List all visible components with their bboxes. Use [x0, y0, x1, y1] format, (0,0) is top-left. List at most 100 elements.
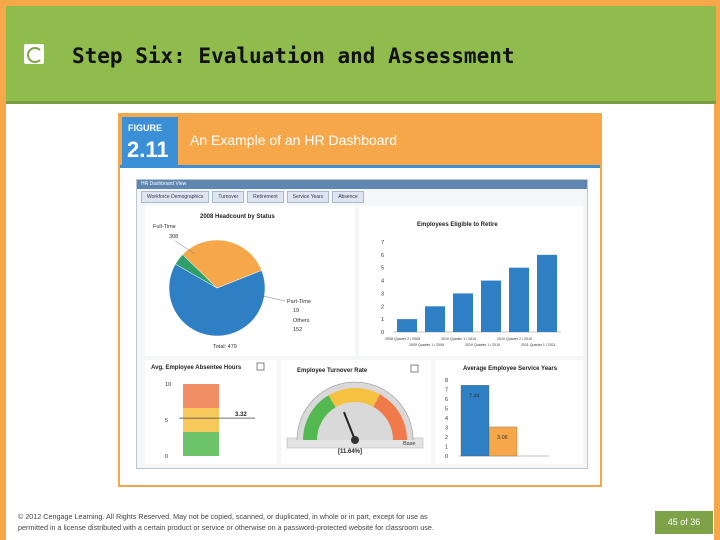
retire-xlabel-top-1: 2010 Quarter 1 / 2010 — [441, 337, 476, 341]
page-total: 36 — [690, 517, 701, 527]
frame-top — [0, 0, 720, 8]
gauge-segment-2 — [373, 394, 407, 440]
service-years-bars: 0 1 2 3 4 5 6 7 8 7.44 3.06 — [445, 378, 549, 460]
slide-title: Step Six: Evaluation and Assessment — [72, 44, 515, 68]
service-ytick-2: 2 — [445, 435, 448, 441]
pie-leader-part-time — [262, 295, 286, 302]
page-of: of — [680, 517, 688, 527]
turnover-title: Employee Turnover Rate — [297, 368, 368, 374]
pie-total: Total: 479 — [213, 344, 237, 350]
retire-bar-1 — [425, 306, 445, 332]
retire-xlabel-bottom-1: 2010 Quarter 1 / 2010 — [465, 343, 500, 347]
service-value-0: 7.44 — [469, 393, 480, 399]
service-ytick-8: 8 — [445, 378, 448, 384]
service-bar-0 — [460, 385, 490, 457]
retire-ytick-0: 0 — [381, 330, 384, 336]
title-bullet-icon — [24, 44, 44, 64]
pie-leader-full-time — [174, 240, 196, 255]
page-number: 45 — [667, 517, 678, 527]
retire-bars: 0 1 2 3 4 5 6 7 2008 Quarter 2 / 2008 2010 Quarte… — [381, 240, 561, 347]
service-years-panel: Average Employee Service Years 0 1 2 3 4 5 6 7 8… — [435, 360, 583, 464]
frame-left — [0, 0, 6, 540]
retire-bar-4 — [509, 267, 529, 332]
figure: FIGURE 2.11 An Example of an HR Dashboar… — [118, 113, 602, 487]
pie-value-others: 152 — [293, 327, 302, 333]
hr-dashboard: HR Dashboard View Workforce Demographics… — [136, 179, 588, 469]
gauge-needle — [343, 411, 356, 441]
absentee-ytick-0: 0 — [165, 454, 168, 460]
retire-title: Employees Eligible to Retire — [417, 222, 498, 228]
retire-ytick-5: 5 — [381, 266, 384, 272]
tab-retirement[interactable]: Retirement — [247, 191, 284, 203]
gauge-segment-0 — [303, 395, 336, 440]
pie-label-part-time: Part-Time — [287, 299, 311, 305]
tab-service-years[interactable]: Service Years — [286, 191, 330, 203]
frame-right — [714, 0, 720, 540]
absentee-band-0 — [183, 384, 219, 408]
pie-slice-2 — [182, 239, 262, 289]
copyright-line-2: permitted in a license distributed with … — [18, 523, 434, 532]
figure-number: 2.11 — [127, 137, 169, 162]
retire-xlabel-bottom-0: 2009 Quarter 1 / 2009 — [409, 343, 444, 347]
gauge-segment-1 — [328, 388, 381, 408]
service-years-title: Average Employee Service Years — [463, 366, 558, 372]
retire-bar-3 — [481, 280, 501, 332]
pie-label-others: Others — [293, 318, 310, 324]
figure-header: FIGURE 2.11 An Example of an HR Dashboar… — [120, 115, 600, 165]
gauge-hub — [351, 436, 359, 444]
pie-label-full-time: Full-Time — [153, 224, 176, 230]
pie-slices — [168, 239, 286, 337]
turnover-value: [11.64%] — [338, 449, 362, 455]
service-ytick-5: 5 — [445, 407, 448, 413]
retire-xlabel-bottom-2: 2011 Quarter 1 / 2011 — [521, 343, 556, 347]
turnover-gauge-panel: Employee Turnover Rate [11.64%] Base — [281, 360, 431, 464]
retire-xlabel-top-0: 2008 Quarter 2 / 2008 — [385, 337, 420, 341]
absentee-value: 3.32 — [235, 412, 247, 418]
dashboard-title: HR Dashboard View — [141, 181, 187, 187]
tab-absence[interactable]: Absence — [332, 191, 364, 203]
absentee-ytick-1: 5 — [165, 418, 168, 424]
absentee-bar: 0 5 10 3.32 — [165, 382, 255, 460]
service-value-1: 3.06 — [497, 435, 508, 441]
retire-ytick-4: 4 — [381, 279, 384, 285]
retire-ytick-6: 6 — [381, 253, 384, 259]
retire-ytick-3: 3 — [381, 291, 384, 297]
copyright-notice: © 2012 Cengage Learning. All Rights Rese… — [18, 511, 558, 533]
pie-slice-0 — [168, 263, 266, 337]
page-number-box: 45 of 36 — [655, 511, 713, 534]
title-band — [6, 6, 716, 104]
service-ytick-4: 4 — [445, 416, 448, 422]
retire-bar-panel: Employees Eligible to Retire 0 1 2 3 4 5 6 7 200… — [359, 206, 583, 356]
figure-tag: FIGURE 2.11 — [122, 117, 178, 165]
absentee-title: Avg. Employee Absentee Hours — [151, 365, 242, 371]
dashboard-tabs: Workforce Demographics Turnover Retireme… — [141, 191, 364, 203]
retire-ytick-7: 7 — [381, 240, 384, 246]
figure-rule — [120, 165, 600, 168]
service-bar-1 — [488, 426, 518, 457]
retire-bar-0 — [397, 319, 417, 332]
turnover-gauge — [286, 381, 424, 449]
figure-caption: An Example of an HR Dashboard — [190, 132, 397, 148]
pie-value-full-time: 308 — [169, 234, 178, 240]
retire-xlabel-top-2: 2010 Quarter 2 / 2010 — [497, 337, 532, 341]
tab-workforce-demographics[interactable]: Workforce Demographics — [141, 191, 210, 203]
dashboard-titlebar: HR Dashboard View — [137, 180, 587, 189]
service-ytick-1: 1 — [445, 445, 448, 451]
turnover-base: Base — [403, 441, 416, 447]
absentee-band-1 — [183, 408, 219, 432]
absentee-info-icon[interactable] — [256, 362, 265, 371]
figure-label: FIGURE — [128, 123, 163, 133]
service-ytick-0: 0 — [445, 454, 448, 460]
service-ytick-7: 7 — [445, 388, 448, 394]
service-ytick-6: 6 — [445, 397, 448, 403]
tab-turnover[interactable]: Turnover — [212, 191, 245, 203]
retire-ytick-2: 2 — [381, 304, 384, 310]
service-ytick-3: 3 — [445, 426, 448, 432]
turnover-info-icon[interactable] — [410, 364, 419, 373]
gauge-frame — [296, 381, 414, 441]
retire-bar-5 — [537, 254, 557, 332]
headcount-pie-panel: 2008 Headcount by Status Full-Time 308 P… — [145, 206, 355, 356]
absentee-panel: Avg. Employee Absentee Hours 0 5 10 3.32 — [145, 360, 277, 464]
absentee-ytick-2: 10 — [165, 382, 171, 388]
retire-bar-2 — [453, 293, 473, 332]
